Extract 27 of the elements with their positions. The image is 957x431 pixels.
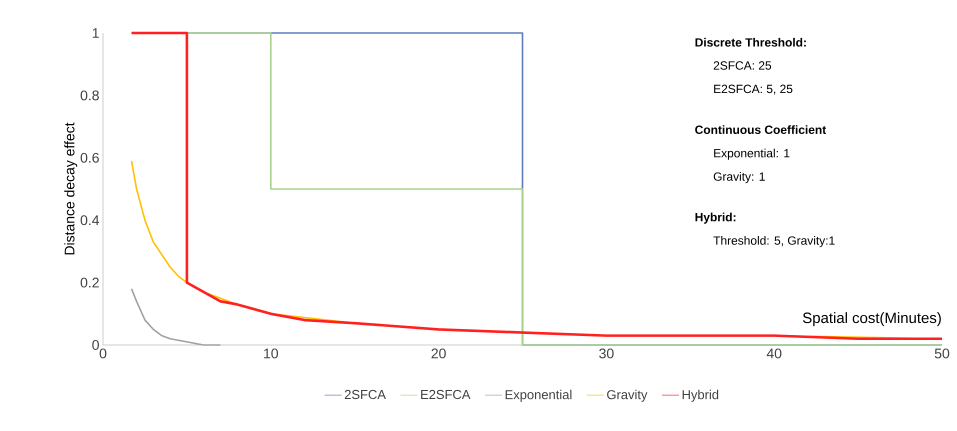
x-tick-label: 10 [264, 348, 278, 358]
y-axis-title: Distance decay effect [64, 122, 78, 254]
y-tick-label: 0 [92, 340, 99, 350]
annotation: 2SFCA: 25 [714, 61, 772, 70]
x-tick-label: 0 [100, 348, 106, 358]
annotation: Gravity: 1 [714, 172, 765, 184]
x-tick-label: 20 [432, 348, 446, 358]
y-tick-label: 0.2 [80, 278, 99, 288]
legend-label: 2SFCA [344, 390, 386, 400]
annotation: Exponential: 1 [714, 148, 790, 160]
annotation: Discrete Threshold: [695, 38, 806, 47]
annotation: Continuous Coefficient [695, 125, 826, 134]
y-tick-label: 1 [92, 28, 99, 38]
legend-label: Hybrid [682, 390, 718, 402]
y-tick-label: 0.6 [80, 152, 99, 163]
annotation: Threshold: 5, Gravity:1 [713, 236, 835, 248]
legend-label: E2SFCA [421, 390, 470, 400]
y-tick-label: 0.4 [80, 215, 100, 226]
x-tick-label: 40 [766, 348, 782, 358]
x-tick-label: 30 [599, 348, 614, 358]
annotation: Hybrid: [695, 212, 736, 224]
x-axis-title: Spatial cost(Minutes) [802, 312, 941, 326]
x-tick-label: 50 [934, 348, 950, 358]
legend-label: Gravity [607, 390, 648, 402]
annotation: E2SFCA: 5, 25 [714, 84, 792, 95]
legend-label: Exponential [506, 390, 572, 402]
y-tick-label: 0.8 [80, 90, 99, 100]
